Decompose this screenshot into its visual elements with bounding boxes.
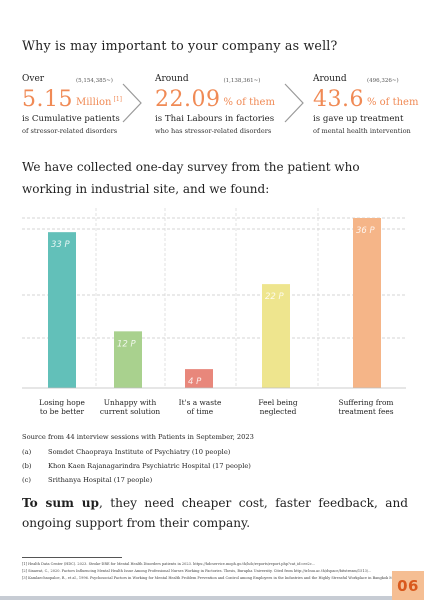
survey-intro: We have collected one-day survey from th… xyxy=(22,160,360,196)
bar-value-label: 33 P xyxy=(51,240,71,250)
stat-subtext: of mental health intervention xyxy=(313,127,411,135)
stat-description: is Cumulative patients xyxy=(22,114,120,124)
stat-prefix: Over xyxy=(22,74,45,84)
source-item: (b) Khon Kaen Rajanagarindra Psychiatric … xyxy=(22,462,251,470)
stat-gave-up-treatment: Around 43.6 (496,326~) % of them is gave… xyxy=(313,74,418,135)
stat-reference: [1] xyxy=(113,96,122,103)
footnote: [3] Kamlaechnopaloe, R., et al., 1996. P… xyxy=(22,576,402,580)
page-number: 06 xyxy=(397,576,419,595)
stat-value: 43.6 xyxy=(313,87,364,112)
summary-bold: To sum up xyxy=(22,496,99,510)
category-label: Feel being neglected xyxy=(258,398,298,416)
stat-small-number: (5,154,385~) xyxy=(75,78,113,84)
page-heading: Why is may important to your company as … xyxy=(22,38,338,53)
stat-subtext: who has stressor-related disorders xyxy=(155,127,272,135)
category-label: Losing hope to be better xyxy=(39,398,85,416)
bar-value-label: 4 P xyxy=(188,377,202,387)
bar-value-label: 36 P xyxy=(356,226,376,236)
stat-value: 5.15 xyxy=(22,87,73,112)
stat-value: 22.09 xyxy=(155,87,221,112)
footnote: [1] Health Data Center (HDC). 2023. Stro… xyxy=(22,562,316,566)
bottom-bar xyxy=(0,596,392,600)
bar-4 xyxy=(262,284,290,388)
stat-small-number: (1,138,361~) xyxy=(223,78,261,84)
footnote-divider xyxy=(22,557,122,558)
footnote: [2] Sinawat, C., 2020. Factors Influenci… xyxy=(22,569,372,573)
stat-thai-labours: Around 22.09 (1,138,361~) % of them is T… xyxy=(155,74,275,135)
bar-5 xyxy=(353,218,381,388)
bar-1 xyxy=(48,232,76,388)
stat-description: is Thai Labours in factories xyxy=(155,114,275,124)
stat-small-number: (496,326~) xyxy=(366,78,399,84)
category-label: It's a waste of time xyxy=(178,398,222,416)
summary-paragraph: To sum up, they need cheaper cost, faste… xyxy=(22,493,408,533)
category-label: Unhappy with current solution xyxy=(99,398,161,416)
chevron-right-icon xyxy=(284,83,304,123)
bar-value-label: 12 P xyxy=(117,339,137,349)
stat-prefix: Around xyxy=(155,74,189,84)
stat-prefix: Around xyxy=(313,74,347,84)
stat-cumulative-patients: Over 5.15 (5,154,385~) Million [1] is Cum… xyxy=(22,74,122,135)
summary-text: , they need cheaper cost, faster feedbac… xyxy=(22,496,409,530)
source-line: Source from 44 interview sessions with P… xyxy=(22,433,254,441)
stat-subtext: of stressor-related disorders xyxy=(22,127,118,135)
category-label: Suffering from treatment fees xyxy=(338,398,394,416)
source-item: (a) Somdet Chaopraya Institute of Psychia… xyxy=(22,448,231,456)
source-item: (c) Srithanya Hospital (17 people) xyxy=(22,476,153,484)
stat-unit: % of them xyxy=(223,97,275,108)
chevron-right-icon xyxy=(122,83,142,123)
bar-2 xyxy=(114,331,142,388)
page-number-box: 06 xyxy=(392,571,424,600)
bar-3 xyxy=(185,369,213,388)
stat-description: is gave up treatment xyxy=(313,114,404,124)
stat-unit: % of them xyxy=(366,97,419,108)
bar-value-label: 22 P xyxy=(265,292,285,302)
stat-unit: Million xyxy=(75,97,112,108)
